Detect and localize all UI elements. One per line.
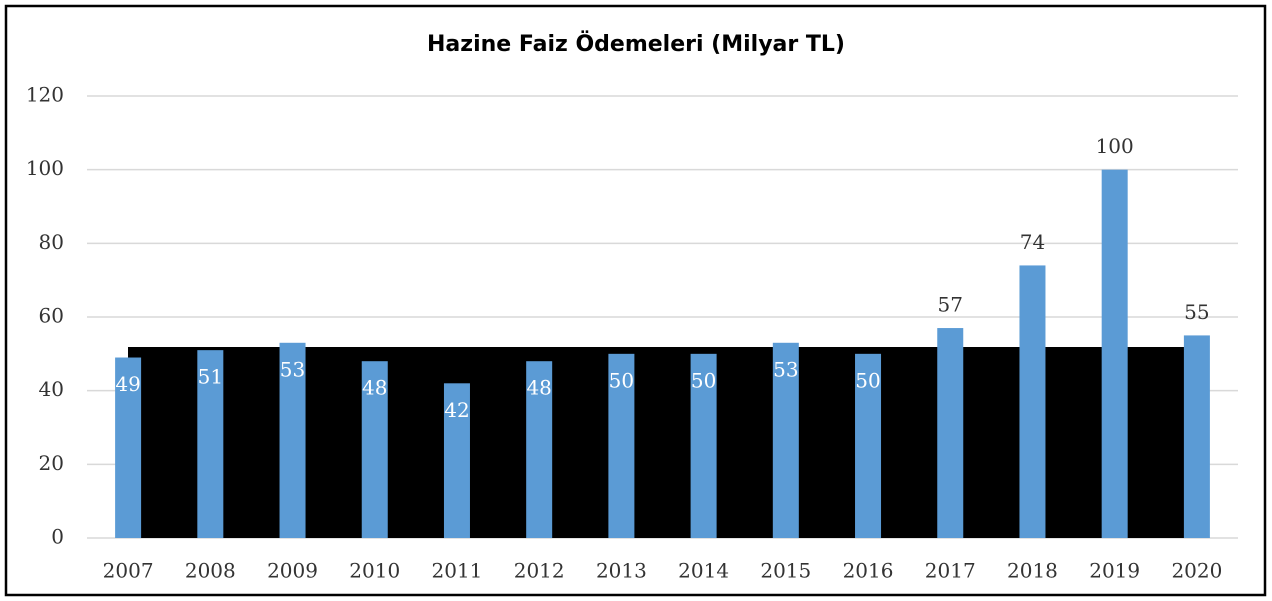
data-label: 74 [1020,230,1045,254]
x-tick-label: 2011 [432,559,483,583]
bar [443,383,470,538]
y-tick-label: 120 [26,83,64,107]
y-tick-label: 40 [39,377,64,401]
data-label: 42 [444,398,469,422]
bar [608,353,635,538]
x-tick-label: 2019 [1089,559,1140,583]
data-label: 55 [1184,300,1209,324]
bar [937,328,964,538]
bar [115,357,142,538]
data-label: 51 [198,365,223,389]
x-tick-label: 2016 [843,559,894,583]
data-label: 50 [691,368,716,392]
bar [279,342,306,538]
x-tick-label: 2013 [596,559,647,583]
y-tick-label: 0 [51,525,64,549]
data-label: 50 [609,368,634,392]
data-label: 53 [280,357,305,381]
data-label: 48 [526,376,551,400]
y-tick-label: 20 [39,451,64,475]
data-label: 48 [362,376,387,400]
data-label: 50 [855,368,880,392]
x-tick-label: 2017 [925,559,976,583]
bar [526,361,553,538]
x-tick-label: 2009 [267,559,318,583]
x-tick-label: 2020 [1171,559,1222,583]
x-tick-label: 2007 [103,559,154,583]
data-label: 53 [773,357,798,381]
x-tick-label: 2012 [514,559,565,583]
x-tick-label: 2018 [1007,559,1058,583]
y-tick-label: 60 [39,304,64,328]
x-tick-label: 2014 [678,559,729,583]
bar [361,361,388,538]
bar [1101,169,1128,538]
bar [1183,335,1210,538]
x-tick-label: 2010 [349,559,400,583]
bar [1019,265,1046,538]
chart-title: Hazine Faiz Ödemeleri (Milyar TL) [427,31,845,57]
x-tick-label: 2015 [760,559,811,583]
data-label: 100 [1096,134,1134,158]
y-tick-label: 80 [39,230,64,254]
data-label: 57 [938,293,963,317]
bar [690,353,717,538]
bar [197,350,224,538]
bar [855,353,882,538]
data-label: 49 [115,372,140,396]
bar [772,342,799,538]
x-tick-label: 2008 [185,559,236,583]
y-tick-label: 100 [26,156,64,180]
